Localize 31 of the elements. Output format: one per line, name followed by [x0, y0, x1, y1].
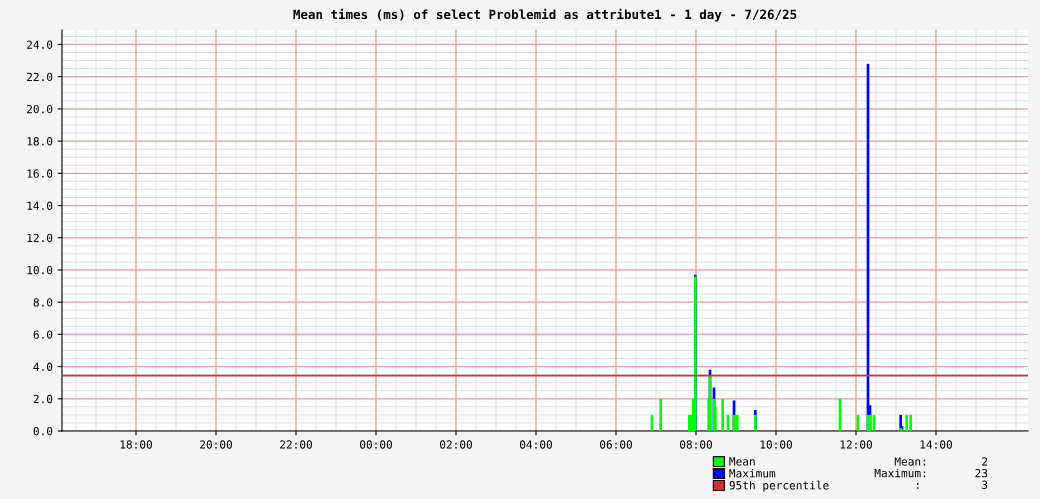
y-tick-label: 12.0	[27, 233, 53, 243]
legend-label: 95th percentile	[729, 480, 829, 492]
text: : 3	[917, 480, 988, 489]
x-tick-label: 02:00	[440, 440, 472, 449]
x-tick-label: 14:00	[920, 440, 952, 449]
y-tick-label: 14.0	[27, 201, 53, 210]
y-tick-label: 18.0	[27, 137, 53, 146]
x-tick-label: 00:00	[360, 440, 392, 449]
x-tick-label: 20:00	[200, 440, 232, 449]
y-tick-label: 16.0	[27, 169, 53, 178]
text: Mean: 2	[894, 457, 988, 466]
y-tick-label: 10.0	[27, 265, 53, 275]
y-tick-label: 20.0	[27, 104, 53, 114]
y-tick-label: 4.0	[33, 362, 53, 371]
x-tick-label: 06:00	[600, 440, 632, 449]
y-tick-label: 22.0	[27, 72, 53, 82]
chart-title: Mean times (ms) of select Problemid as attribute1 - 1 day - 7/26/25	[293, 8, 797, 22]
x-tick-label: 04:00	[520, 440, 552, 449]
y-tick-label: 6.0	[33, 330, 53, 339]
y-tick-label: 8.0	[33, 298, 53, 307]
legend-label: Maximum	[729, 468, 776, 478]
x-tick-label: 08:00	[680, 440, 712, 449]
y-tick-label: 0.0	[33, 427, 53, 436]
x-tick-label: 22:00	[280, 440, 312, 449]
x-tick-label: 12:00	[840, 440, 872, 449]
legend-label: Mean	[729, 457, 755, 466]
x-tick-label: 10:00	[760, 440, 792, 449]
x-tick-label: 18:00	[120, 440, 152, 449]
y-tick-label: 2.0	[33, 394, 53, 404]
y-tick-label: 24.0	[27, 40, 53, 49]
text: Maximum: 23	[874, 468, 988, 478]
